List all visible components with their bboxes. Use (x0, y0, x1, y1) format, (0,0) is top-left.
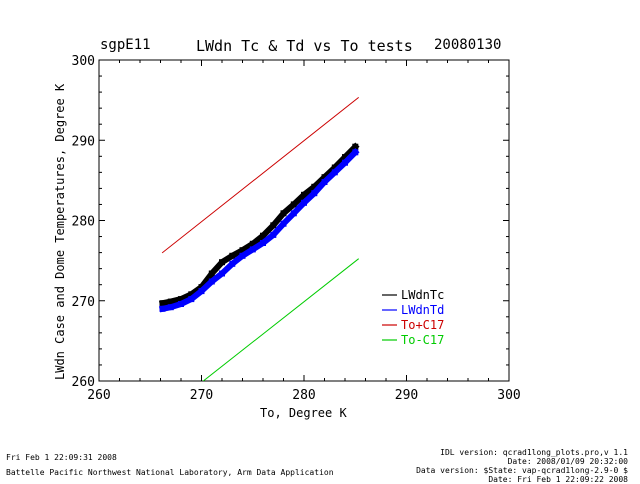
station-label: sgpE11 (100, 37, 151, 53)
y-tick-label: 260 (72, 375, 95, 390)
data-point (280, 210, 287, 217)
data-point (342, 154, 348, 161)
data-point (219, 270, 225, 277)
chart-title: LWdn Tc & Td vs To tests (196, 37, 413, 55)
plot-area (158, 96, 360, 381)
data-point (301, 199, 307, 206)
y-tick-label: 300 (72, 54, 95, 69)
data-point (321, 179, 328, 185)
x-tick-label: 270 (190, 388, 213, 403)
legend-label: To+C17 (401, 318, 444, 332)
data-point (188, 296, 195, 303)
data-point (352, 149, 359, 156)
data-point (331, 164, 338, 171)
legend-label: LWdnTc (401, 288, 444, 302)
series-lwdntd (158, 148, 360, 313)
data-point (321, 174, 328, 181)
data-point (208, 270, 215, 277)
footer-version-line: IDL version: qcrad1long_plots.pro,v 1.1 (440, 448, 628, 457)
footer-version-info: IDL version: qcrad1long_plots.pro,v 1.1 … (416, 448, 628, 484)
data-point (229, 252, 236, 259)
series-line (161, 96, 360, 254)
data-point (198, 288, 205, 295)
data-point (301, 191, 307, 198)
data-point (249, 240, 256, 247)
data-point (342, 159, 348, 166)
footer-version-line: Data version: $State: vap-qcrad1long-2.9… (416, 466, 628, 475)
series-line (158, 142, 360, 307)
data-point (159, 300, 166, 307)
data-point (208, 278, 215, 285)
footer-version-line: Date: 2008/01/09 20:32:00 (507, 457, 628, 466)
date-label: 20080130 (434, 37, 502, 53)
data-point (219, 259, 225, 266)
y-axis-label: LWdn Case and Dome Temperatures, Degree … (53, 83, 67, 380)
data-point (167, 304, 174, 311)
data-point (352, 143, 359, 150)
data-point (260, 232, 266, 239)
data-point (167, 298, 174, 305)
series-to-c17 (202, 258, 360, 381)
series-to-c17 (161, 96, 360, 254)
x-tick-label: 280 (292, 388, 315, 403)
data-point (178, 296, 184, 303)
series-line (202, 258, 360, 381)
axis-ticks (98, 59, 510, 382)
x-tick-label: 300 (497, 388, 520, 403)
legend-label: LWdnTd (401, 303, 444, 317)
y-tick-label: 290 (72, 134, 95, 149)
data-point (229, 260, 236, 267)
data-point (280, 220, 287, 227)
series-lwdntc (158, 142, 360, 307)
data-point (290, 210, 297, 217)
data-point (249, 246, 256, 253)
data-point (311, 183, 318, 190)
axis-tick-labels: 260 270 280 290 300 260 270 280 290 300 (72, 54, 521, 403)
y-tick-label: 270 (72, 295, 95, 310)
plot-frame (98, 59, 510, 382)
x-tick-label: 260 (87, 388, 110, 403)
data-point (159, 305, 166, 312)
data-point (260, 240, 266, 246)
x-tick-label: 290 (395, 388, 418, 403)
data-point (311, 190, 318, 197)
y-tick-label: 280 (72, 215, 95, 230)
legend-label: To-C17 (401, 333, 444, 347)
footer-timestamp: Fri Feb 1 22:09:31 2008 (6, 453, 117, 462)
data-point (270, 222, 277, 229)
x-axis-label: To, Degree K (260, 406, 347, 420)
data-point (239, 252, 246, 259)
data-point (331, 169, 338, 176)
data-point (178, 301, 184, 307)
data-point (290, 201, 297, 208)
data-point (239, 247, 246, 254)
data-point (188, 291, 195, 298)
data-point (270, 231, 277, 238)
footer-organization: Battelle Pacific Northwest National Labo… (6, 468, 334, 477)
